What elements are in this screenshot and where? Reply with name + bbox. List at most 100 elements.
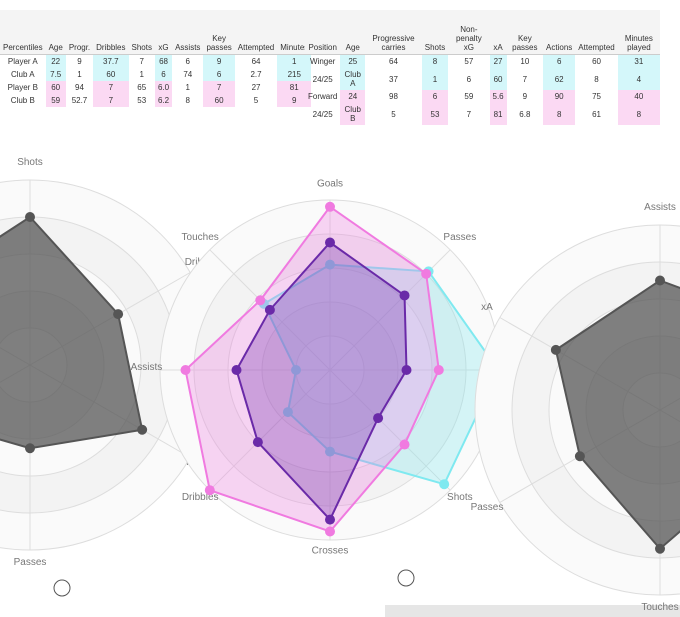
cell: 65 bbox=[137, 83, 147, 92]
cell: Player B bbox=[7, 83, 38, 92]
cell: 24/25 bbox=[312, 109, 333, 119]
column-header[interactable]: Progressive carries bbox=[365, 10, 422, 55]
column-header[interactable]: Key passes bbox=[203, 10, 235, 55]
cell: 81 bbox=[489, 103, 507, 125]
axis-label: xA bbox=[481, 302, 493, 313]
axis-label: Shots bbox=[447, 492, 473, 503]
cell: 8 bbox=[421, 54, 449, 68]
cell: 59 bbox=[464, 92, 474, 101]
cell: 81 bbox=[277, 81, 312, 94]
cell: 6 bbox=[154, 68, 173, 81]
stats-table: Percentiles Age Progr. Dribbles Shots xG Assis… bbox=[0, 10, 312, 107]
column-header[interactable]: Position bbox=[305, 10, 341, 55]
cell: Player A bbox=[7, 57, 38, 66]
column-header[interactable]: Assists bbox=[172, 10, 204, 55]
row: 24/25 Club B 5 53 7 81 6.8 8 61 8 bbox=[305, 103, 660, 125]
radar-point bbox=[439, 479, 450, 490]
radar-point bbox=[655, 543, 665, 554]
cell: 6 bbox=[421, 90, 449, 103]
cell: 5 bbox=[253, 96, 259, 105]
cell: 24 bbox=[340, 90, 366, 103]
radar-point bbox=[325, 259, 335, 270]
row: Winger 25 64 8 57 27 10 6 60 31 bbox=[305, 54, 660, 68]
radar-point bbox=[401, 365, 412, 375]
cell: 9 bbox=[203, 54, 235, 68]
cell: 60 bbox=[93, 68, 129, 81]
cell: 6 bbox=[185, 57, 190, 66]
column-header[interactable]: Age bbox=[340, 10, 366, 55]
axis-label: Passes bbox=[443, 232, 476, 243]
cell: 52.7 bbox=[71, 96, 88, 105]
radar-point bbox=[399, 290, 410, 301]
radar-point bbox=[255, 295, 266, 306]
cell: 27 bbox=[251, 83, 261, 92]
radar-axis bbox=[209, 369, 331, 491]
cell: 7.5 bbox=[45, 68, 66, 81]
column-header[interactable]: Key passes bbox=[506, 10, 544, 55]
cell: 1 bbox=[277, 54, 312, 68]
cell: 7 bbox=[466, 109, 472, 119]
cell: 2.7 bbox=[250, 70, 262, 79]
cell: 40 bbox=[617, 90, 660, 103]
radar-point bbox=[204, 485, 215, 496]
radar-point bbox=[25, 212, 35, 222]
row: Club B 59 52.7 7 53 6.2 8 60 5 9 bbox=[0, 94, 312, 107]
cell: 5 bbox=[391, 109, 396, 119]
axis-label: Touches bbox=[182, 232, 219, 243]
radar-point bbox=[325, 514, 335, 525]
radar-point bbox=[655, 275, 665, 286]
cell: 25 bbox=[340, 54, 366, 68]
cell: 6.0 bbox=[154, 81, 173, 94]
cell: 9 bbox=[277, 94, 312, 107]
column-header[interactable]: Shots bbox=[128, 10, 155, 55]
cell: 10 bbox=[520, 57, 530, 66]
cell: 1 bbox=[77, 70, 82, 79]
cell: 8 bbox=[543, 103, 576, 125]
radar-point bbox=[421, 268, 432, 279]
cell: 8 bbox=[594, 74, 599, 84]
cell: 64 bbox=[389, 57, 398, 66]
column-header[interactable]: Actions bbox=[543, 10, 576, 55]
cell: 53 bbox=[421, 103, 449, 125]
cell: 215 bbox=[277, 68, 312, 81]
cell: 68 bbox=[154, 54, 173, 68]
column-header[interactable]: Attempted bbox=[234, 10, 278, 55]
cell: Forward bbox=[308, 92, 338, 101]
radar-point bbox=[25, 443, 35, 454]
column-header[interactable]: Progr. bbox=[65, 10, 94, 55]
cell: 8 bbox=[185, 96, 190, 105]
column-header[interactable]: Age bbox=[45, 10, 66, 55]
cell: 53 bbox=[137, 96, 147, 105]
column-header[interactable]: Non-penalty xG bbox=[448, 10, 490, 55]
cell: 1 bbox=[139, 70, 144, 79]
cell: 7 bbox=[203, 81, 235, 94]
cell: 60 bbox=[592, 57, 601, 66]
column-header[interactable]: Shots bbox=[421, 10, 449, 55]
axis-label: Goals bbox=[317, 178, 343, 189]
radar-point bbox=[325, 526, 335, 537]
column-header[interactable]: xA bbox=[489, 10, 507, 55]
radar-point bbox=[252, 437, 263, 448]
cell: 60 bbox=[45, 81, 66, 94]
column-header[interactable]: Percentiles bbox=[0, 10, 46, 55]
cell: 9 bbox=[522, 92, 528, 101]
cell: Club A bbox=[11, 70, 35, 79]
radar-point bbox=[325, 446, 335, 457]
cell: 7 bbox=[93, 94, 129, 107]
column-header[interactable]: Dribbles bbox=[93, 10, 129, 55]
column-header[interactable]: Attempted bbox=[575, 10, 618, 55]
column-header[interactable]: xG bbox=[154, 10, 173, 55]
cell: 94 bbox=[75, 83, 84, 92]
cell: 98 bbox=[389, 92, 398, 101]
cell: Club B bbox=[10, 96, 35, 105]
row: Club A 7.5 1 60 1 6 74 6 2.7 215 bbox=[0, 68, 312, 81]
radar-point bbox=[574, 451, 585, 462]
axis-label: Assists bbox=[131, 362, 163, 373]
cell: 62 bbox=[543, 68, 576, 90]
row: Forward 24 98 6 59 5.6 9 90 75 40 bbox=[305, 90, 660, 103]
icon bbox=[397, 569, 415, 587]
column-header[interactable]: Minutes played bbox=[617, 10, 660, 55]
radar-axis bbox=[329, 369, 451, 491]
cell: 64 bbox=[251, 57, 261, 66]
